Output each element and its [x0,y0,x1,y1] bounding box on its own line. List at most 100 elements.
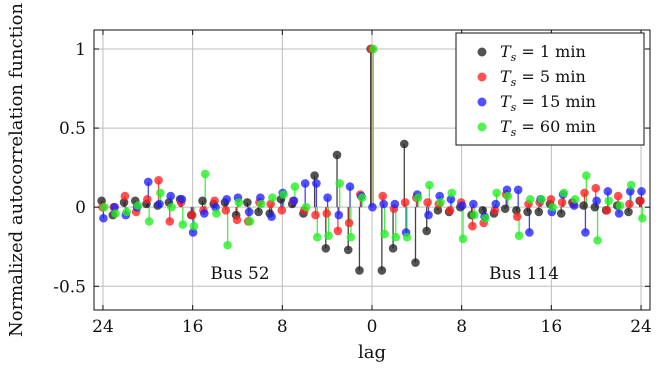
data-point [457,201,467,210]
data-point [289,196,299,206]
x-tick-label: 16 [541,317,563,337]
data-point [413,193,423,202]
data-point [512,212,522,221]
data-point [556,209,566,218]
y-tick-label: -0.5 [53,277,86,297]
data-point [503,191,513,201]
data-point [188,228,198,237]
data-point [637,187,646,196]
data-point [380,229,389,239]
data-point [604,196,614,206]
data-point [379,199,388,209]
data-point [469,210,479,220]
data-point [468,221,477,231]
data-point [570,194,580,204]
data-point [445,206,455,215]
data-point [603,187,613,196]
data-point [469,199,478,209]
data-point [424,210,433,220]
data-point [422,226,432,236]
data-point [301,202,311,212]
annotation-bus-52: Bus 52 [210,264,269,284]
data-point [400,198,410,207]
y-tick-label: 0 [75,198,86,218]
data-point [514,231,524,240]
data-point [446,194,456,204]
data-point [167,202,176,212]
data-point [546,194,556,204]
data-point [534,207,544,217]
data-point [512,206,521,215]
data-point [593,236,602,245]
data-point [402,232,412,242]
x-tick-label: 8 [456,317,467,337]
data-point [119,198,129,207]
data-point [624,207,633,217]
data-point [122,207,132,217]
data-point [178,220,188,229]
data-point [411,258,420,267]
data-point [177,194,187,204]
data-point [490,206,500,215]
data-point [525,194,535,204]
data-point [234,198,244,207]
data-point [321,244,331,253]
legend-label: Ts = 15 min [500,92,596,114]
data-point [332,150,342,160]
x-tick-label: 8 [277,317,288,337]
data-point [458,234,468,244]
data-point [345,182,355,191]
data-point [322,209,332,218]
legend-marker [477,97,487,107]
data-point [256,199,266,209]
data-point [355,266,364,275]
data-point [377,266,387,275]
data-point [525,228,534,237]
data-point [368,202,377,212]
data-point [502,185,512,195]
data-point [156,188,165,198]
data-point [323,193,332,202]
data-point [626,180,636,190]
x-tick-label: 16 [182,317,204,337]
data-point [324,231,333,240]
data-point [559,188,569,198]
data-point [143,194,152,204]
y-axis-title: Normalized autocorrelation function [6,3,27,337]
legend-marker [477,72,487,82]
data-point [615,201,625,210]
legend: Ts = 1 min Ts = 5 min Ts = 15 min Ts = 60 m… [455,32,645,146]
data-point [625,187,635,196]
data-point [399,139,409,149]
data-point [211,202,220,212]
data-point [333,226,343,236]
data-point [481,213,490,223]
data-point [110,202,119,212]
data-point [232,215,242,225]
data-point [120,191,130,201]
data-point [245,217,255,226]
legend-label: Ts = 60 min [500,117,596,139]
data-point [200,169,210,179]
legend-marker [477,122,487,132]
data-point [111,209,120,218]
data-point [155,199,164,209]
data-point [312,232,322,242]
data-point [346,232,356,242]
data-point [154,175,163,185]
data-point [390,199,400,209]
x-tick-label: 24 [92,317,114,337]
data-point [433,206,443,215]
data-point [638,213,647,223]
data-point [591,183,601,193]
data-points [97,44,647,275]
data-point [212,209,221,218]
legend-box [455,32,645,146]
data-point [311,210,320,220]
data-point [189,221,199,231]
data-point [335,179,345,188]
data-point [279,190,288,199]
data-point [592,196,601,206]
data-point [290,182,300,191]
